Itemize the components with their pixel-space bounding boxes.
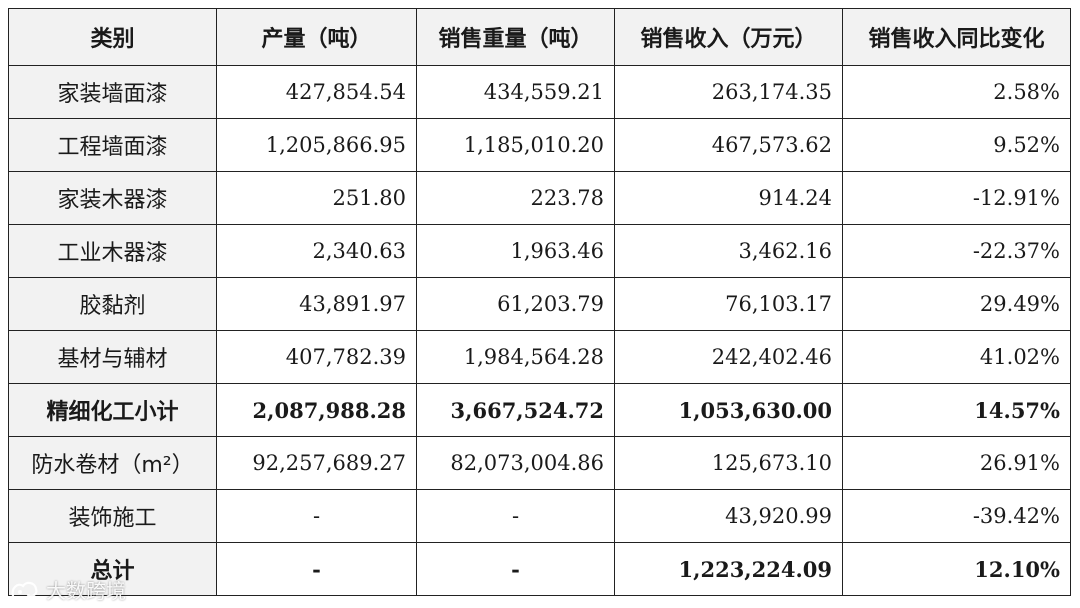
table-row: 装饰施工 - -43,920.99 -39.42% — [8, 489, 1071, 543]
cell-revenue: 242,402.46 — [614, 330, 843, 384]
cell-production: - — [216, 489, 417, 543]
cell-sales-weight: 82,073,004.86 — [416, 436, 615, 490]
cell-yoy-change: 2.58% — [842, 65, 1071, 119]
cell-category: 装饰施工 — [8, 489, 217, 543]
table-row: 精细化工小计 2,087,988.28 3,667,524.72 1,053,630.… — [8, 383, 1071, 437]
cell-category: 工业木器漆 — [8, 224, 217, 278]
cell-category: 总计 — [8, 542, 217, 596]
cell-production: - — [216, 542, 417, 596]
cell-sales-weight: - — [416, 542, 615, 596]
cell-revenue: 1,053,630.00 — [614, 383, 843, 437]
cell-sales-weight: 3,667,524.72 — [416, 383, 615, 437]
header-sales-weight: 销售重量（吨） — [416, 8, 615, 66]
table-row: 基材与辅材 407,782.39 1,984,564.28 242,402.46 41.… — [8, 330, 1071, 384]
cell-category: 家装木器漆 — [8, 171, 217, 225]
cell-yoy-change: 9.52% — [842, 118, 1071, 172]
header-production: 产量（吨） — [216, 8, 417, 66]
cell-sales-weight: 61,203.79 — [416, 277, 615, 331]
cell-category: 基材与辅材 — [8, 330, 217, 384]
cell-sales-weight: - — [416, 489, 615, 543]
cell-revenue: 125,673.10 — [614, 436, 843, 490]
cell-yoy-change: 14.57% — [842, 383, 1071, 437]
cell-production: 43,891.97 — [216, 277, 417, 331]
cell-category: 胶黏剂 — [8, 277, 217, 331]
cell-production: 427,854.54 — [216, 65, 417, 119]
table-row: 家装墙面漆 427,854.54 434,559.21 263,174.35 2.58% — [8, 65, 1071, 119]
cell-sales-weight: 1,185,010.20 — [416, 118, 615, 172]
cell-yoy-change: -39.42% — [842, 489, 1071, 543]
table-row: 胶黏剂 43,891.97 61,203.79 76,103.17 29.49% — [8, 277, 1071, 331]
cell-revenue: 467,573.62 — [614, 118, 843, 172]
cell-yoy-change: 12.10% — [842, 542, 1071, 596]
cell-category: 工程墙面漆 — [8, 118, 217, 172]
cell-yoy-change: 41.02% — [842, 330, 1071, 384]
table-body: 家装墙面漆 427,854.54 434,559.21 263,174.35 2.58%… — [8, 65, 1071, 596]
cell-yoy-change: 26.91% — [842, 436, 1071, 490]
cell-revenue: 76,103.17 — [614, 277, 843, 331]
table-header: 类别 产量（吨） 销售重量（吨） 销售收入（万元） 销售收入同比变化 — [8, 8, 1071, 66]
cell-production: 407,782.39 — [216, 330, 417, 384]
data-table: 类别 产量（吨） 销售重量（吨） 销售收入（万元） 销售收入同比变化 家装墙面漆… — [8, 8, 1071, 596]
table-row: 工业木器漆 2,340.63 1,963.46 3,462.16 -22.37% — [8, 224, 1071, 278]
cell-revenue: 263,174.35 — [614, 65, 843, 119]
table-row: 家装木器漆 251.80 223.78 914.24 -12.91% — [8, 171, 1071, 225]
header-row: 类别 产量（吨） 销售重量（吨） 销售收入（万元） 销售收入同比变化 — [8, 8, 1071, 66]
cell-yoy-change: -12.91% — [842, 171, 1071, 225]
cell-category: 家装墙面漆 — [8, 65, 217, 119]
header-category: 类别 — [8, 8, 217, 66]
cell-yoy-change: 29.49% — [842, 277, 1071, 331]
cell-category: 防水卷材（m²） — [8, 436, 217, 490]
table-row: 防水卷材（m²） 92,257,689.27 82,073,004.86 125,67… — [8, 436, 1071, 490]
cell-production: 251.80 — [216, 171, 417, 225]
cell-sales-weight: 434,559.21 — [416, 65, 615, 119]
cell-production: 92,257,689.27 — [216, 436, 417, 490]
cell-sales-weight: 1,963.46 — [416, 224, 615, 278]
cell-revenue: 1,223,224.09 — [614, 542, 843, 596]
cell-sales-weight: 223.78 — [416, 171, 615, 225]
cell-revenue: 3,462.16 — [614, 224, 843, 278]
table-row: 工程墙面漆 1,205,866.95 1,185,010.20 467,573.62 9… — [8, 118, 1071, 172]
header-yoy-change: 销售收入同比变化 — [842, 8, 1071, 66]
cell-category: 精细化工小计 — [8, 383, 217, 437]
cell-production: 2,340.63 — [216, 224, 417, 278]
cell-sales-weight: 1,984,564.28 — [416, 330, 615, 384]
header-revenue: 销售收入（万元） — [614, 8, 843, 66]
table-row: 总计 - -1,223,224.09 12.10% — [8, 542, 1071, 596]
cell-production: 2,087,988.28 — [216, 383, 417, 437]
cell-revenue: 914.24 — [614, 171, 843, 225]
cell-production: 1,205,866.95 — [216, 118, 417, 172]
cell-revenue: 43,920.99 — [614, 489, 843, 543]
cell-yoy-change: -22.37% — [842, 224, 1071, 278]
